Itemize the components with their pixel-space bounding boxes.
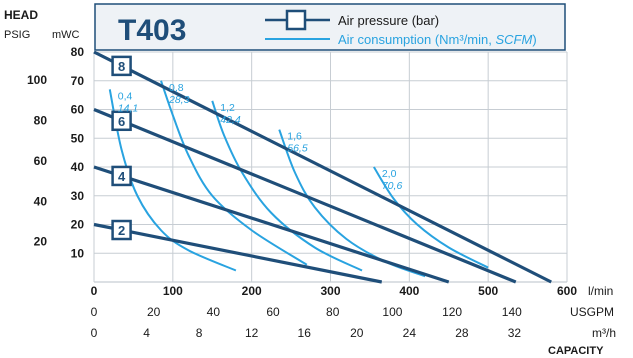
y-tick-psig: 20	[34, 235, 48, 249]
y-tick-mwc: 40	[71, 160, 85, 174]
pressure-marker-label: 8	[118, 59, 125, 74]
y-tick-mwc: 60	[71, 103, 85, 117]
x-tick-usgpm: 60	[266, 305, 280, 319]
pressure-line-8	[93, 50, 552, 284]
consumption-label-bar: 1,2	[220, 102, 235, 114]
y-tick-mwc: 10	[71, 246, 85, 260]
consumption-label-bar: 0,4	[118, 90, 133, 102]
x-tick-lmin: 100	[163, 284, 183, 298]
y-tick-psig: 80	[34, 114, 48, 128]
x-tick-m3h: 24	[403, 326, 417, 340]
consumption-label-scfm: 14,1	[118, 102, 138, 114]
consumption-curve-0-4	[108, 89, 237, 272]
pressure-line-2	[93, 222, 383, 284]
x-tick-lmin: 500	[478, 284, 498, 298]
x-tick-usgpm: 140	[502, 305, 522, 319]
consumption-curve-0-8	[160, 80, 308, 266]
y-tick-psig: 60	[34, 154, 48, 168]
x-tick-m3h: 16	[298, 326, 312, 340]
x-tick-m3h: 12	[245, 326, 259, 340]
psig-label: PSIG	[4, 29, 30, 41]
y-tick-labels: 10 20 30 40 50 60 70 80 20 40 60 80 100	[27, 45, 84, 260]
head-label: HEAD	[4, 8, 38, 22]
pressure-marker-4	[111, 165, 132, 187]
x-tick-m3h: 32	[508, 326, 522, 340]
consumption-label-bar: 1,6	[287, 131, 302, 143]
grid	[93, 51, 568, 283]
legend-consumption-label: Air consumption (Nm³/min, SCFM)	[338, 32, 537, 47]
pressure-marker-label: 6	[118, 114, 125, 129]
unit-m3h: m³/h	[592, 326, 616, 340]
x-tick-m3h: 4	[143, 326, 150, 340]
consumption-curve-2-0	[373, 166, 489, 269]
mwc-label: mWC	[52, 29, 80, 41]
unit-usgpm: USGPM	[570, 305, 614, 319]
x-tick-m3h: 8	[196, 326, 203, 340]
header-box	[94, 3, 566, 51]
pressure-line-6	[93, 108, 517, 284]
pressure-marker-8	[111, 55, 132, 77]
legend: Air pressure (bar) Air consumption (Nm³/…	[265, 9, 537, 47]
pressure-markers: 8 6 4 2	[111, 55, 132, 241]
y-tick-mwc: 30	[71, 189, 85, 203]
y-tick-mwc: 70	[71, 74, 85, 88]
pressure-lines	[93, 50, 552, 284]
x-tick-usgpm: 0	[91, 305, 98, 319]
x-tick-usgpm: 100	[382, 305, 402, 319]
consumption-label-bar: 2,0	[382, 168, 397, 180]
x-tick-usgpm: 20	[147, 305, 161, 319]
consumption-labels: 0,414,1 0,828,3 1,242,4 1,656,5 2,070,6	[118, 82, 403, 192]
x-tick-m3h: 20	[350, 326, 364, 340]
consumption-curves	[108, 80, 489, 278]
legend-pressure-label: Air pressure (bar)	[338, 13, 439, 28]
consumption-label-scfm: 42,4	[220, 114, 241, 126]
x-tick-usgpm: 80	[326, 305, 340, 319]
x-tick-lmin: 400	[399, 284, 419, 298]
capacity-label: CAPACITY	[548, 345, 604, 357]
pressure-marker-2	[111, 219, 132, 241]
x-tick-usgpm: 40	[207, 305, 221, 319]
y-tick-mwc: 80	[71, 45, 85, 59]
x-tick-labels: 0 100 200 300 400 500 600 0 20 40 60 80 100 120 140 0 4 8…	[91, 284, 578, 340]
x-tick-lmin: 300	[320, 284, 340, 298]
y-tick-psig: 100	[27, 73, 47, 87]
consumption-label-bar: 0,8	[169, 82, 184, 94]
x-tick-usgpm: 120	[442, 305, 462, 319]
consumption-curve-1-2	[211, 100, 363, 272]
consumption-label-scfm: 56,5	[287, 143, 308, 155]
pressure-marker-label: 4	[118, 169, 126, 184]
x-tick-lmin: 0	[91, 284, 98, 298]
unit-lmin: l/min	[588, 284, 613, 298]
y-tick-mwc: 50	[71, 131, 85, 145]
x-tick-lmin: 600	[557, 284, 577, 298]
consumption-label-scfm: 70,6	[382, 180, 403, 192]
pressure-line-4	[93, 165, 450, 284]
model-title: T403	[118, 14, 186, 47]
consumption-label-scfm: 28,3	[168, 94, 190, 106]
x-tick-lmin: 200	[242, 284, 262, 298]
pressure-marker-6	[111, 110, 132, 132]
y-tick-psig: 40	[34, 194, 48, 208]
x-tick-m3h: 28	[455, 326, 469, 340]
x-tick-m3h: 0	[91, 326, 98, 340]
pressure-marker-label: 2	[118, 223, 125, 238]
legend-pressure-marker	[285, 9, 307, 31]
y-tick-mwc: 20	[71, 218, 85, 232]
